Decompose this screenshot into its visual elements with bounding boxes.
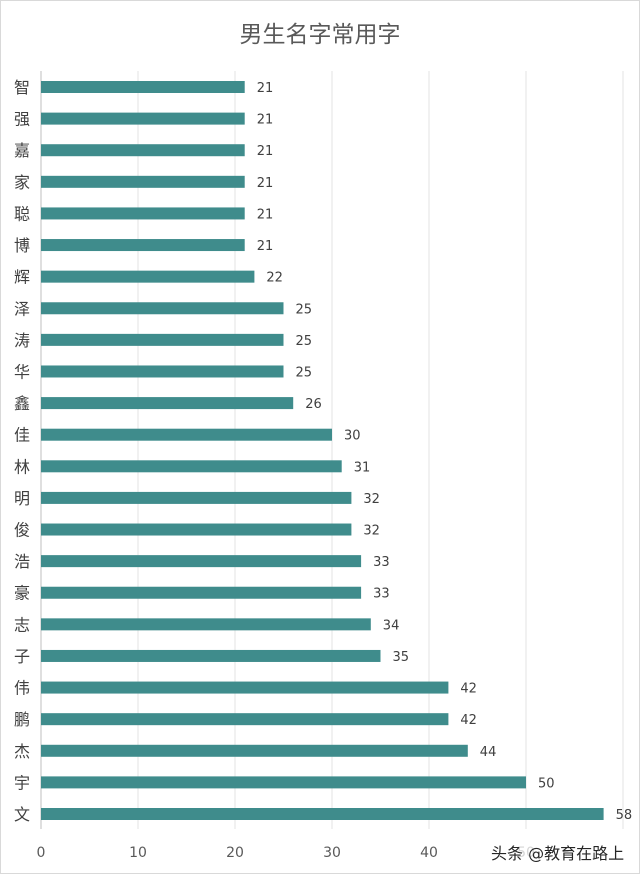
category-label: 涛 bbox=[14, 331, 30, 350]
bar bbox=[41, 555, 362, 568]
category-label: 文 bbox=[14, 805, 30, 824]
bar bbox=[41, 144, 245, 157]
category-label: 豪 bbox=[14, 584, 30, 603]
category-label: 子 bbox=[14, 647, 30, 666]
bar bbox=[41, 81, 245, 93]
bar bbox=[41, 460, 342, 473]
bar bbox=[41, 491, 352, 504]
data-label: 25 bbox=[296, 365, 313, 380]
data-label: 42 bbox=[460, 682, 477, 697]
bar bbox=[41, 302, 284, 315]
x-tick-label: 30 bbox=[323, 845, 341, 861]
data-label: 35 bbox=[393, 650, 410, 665]
category-label: 鑫 bbox=[14, 394, 30, 413]
category-label: 志 bbox=[14, 615, 30, 634]
data-label: 33 bbox=[373, 587, 390, 602]
data-label: 44 bbox=[480, 745, 497, 760]
bar bbox=[41, 681, 449, 694]
data-label: 21 bbox=[257, 113, 274, 128]
category-label: 佳 bbox=[14, 426, 30, 445]
data-label: 22 bbox=[266, 271, 283, 286]
category-label: 浩 bbox=[14, 552, 30, 571]
bars bbox=[41, 81, 604, 820]
data-label: 42 bbox=[460, 713, 477, 728]
category-label: 智 bbox=[14, 78, 30, 97]
x-tick-label: 0 bbox=[37, 845, 46, 861]
category-label: 强 bbox=[14, 110, 30, 129]
chart-title: 男生名字常用字 bbox=[239, 22, 401, 48]
gridlines bbox=[40, 71, 624, 829]
data-label: 32 bbox=[363, 524, 380, 539]
data-label: 31 bbox=[354, 460, 371, 475]
data-label: 33 bbox=[373, 555, 390, 570]
data-label: 30 bbox=[344, 429, 361, 444]
bar bbox=[41, 523, 352, 536]
bar bbox=[41, 112, 245, 125]
data-label: 21 bbox=[257, 239, 274, 254]
category-label: 家 bbox=[14, 173, 30, 192]
category-label: 宇 bbox=[14, 773, 30, 792]
bar bbox=[41, 397, 294, 410]
bar bbox=[41, 776, 526, 789]
x-tick-label: 20 bbox=[226, 845, 244, 861]
category-label: 辉 bbox=[14, 268, 30, 287]
bar bbox=[41, 175, 245, 188]
bar bbox=[41, 239, 245, 252]
category-label: 鹏 bbox=[14, 710, 30, 729]
category-label: 博 bbox=[14, 236, 30, 255]
bar bbox=[41, 270, 255, 283]
data-label: 50 bbox=[538, 776, 555, 791]
bar bbox=[41, 207, 245, 220]
bar bbox=[41, 649, 381, 662]
data-label: 25 bbox=[296, 334, 313, 349]
data-label: 21 bbox=[257, 81, 274, 96]
data-label: 32 bbox=[363, 492, 380, 507]
x-tick-label: 10 bbox=[129, 845, 147, 861]
bar bbox=[41, 744, 468, 757]
bar bbox=[41, 618, 371, 631]
category-label: 明 bbox=[14, 489, 30, 508]
data-label: 58 bbox=[616, 808, 633, 823]
category-label: 林 bbox=[14, 457, 30, 476]
category-label: 华 bbox=[14, 362, 30, 381]
data-label: 21 bbox=[257, 207, 274, 222]
category-label: 嘉 bbox=[14, 141, 30, 160]
category-label: 伟 bbox=[14, 679, 30, 698]
data-label: 26 bbox=[305, 397, 322, 412]
category-label: 杰 bbox=[14, 742, 30, 761]
watermark-text: 头条 @教育在路上 bbox=[489, 840, 627, 864]
x-tick-label: 40 bbox=[420, 845, 438, 861]
category-label: 聪 bbox=[14, 204, 30, 223]
category-label: 俊 bbox=[14, 521, 30, 540]
category-label: 泽 bbox=[14, 299, 30, 318]
data-label: 34 bbox=[383, 618, 400, 633]
bar bbox=[41, 365, 284, 378]
bar bbox=[41, 586, 362, 599]
data-label: 21 bbox=[257, 144, 274, 159]
bar bbox=[41, 333, 284, 346]
data-label: 21 bbox=[257, 176, 274, 191]
labels: 0 10 20 30 40 50 智 21 强 21 嘉 21 家 21 聪 21 博 21 辉 22 泽 25 涛 25 华 2… bbox=[14, 78, 632, 861]
data-label: 25 bbox=[296, 302, 313, 317]
bar bbox=[41, 713, 449, 726]
bar bbox=[41, 808, 604, 820]
bar bbox=[41, 428, 332, 441]
